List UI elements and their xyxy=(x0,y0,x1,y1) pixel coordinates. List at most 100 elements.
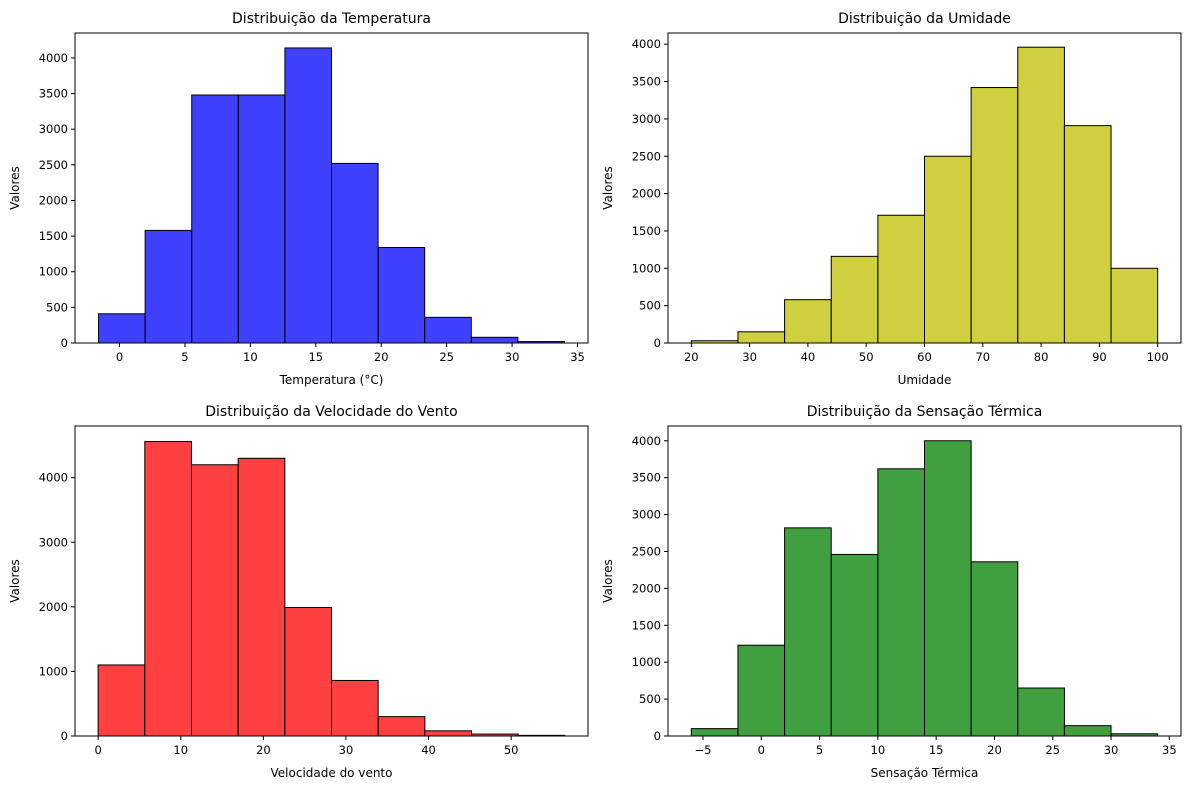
y-tick-label: 0 xyxy=(654,336,661,350)
bar xyxy=(784,527,832,737)
y-axis-label: Valores xyxy=(8,559,22,603)
x-axis-label: Sensação Térmica xyxy=(871,766,979,780)
y-tick-label: 1000 xyxy=(39,664,68,678)
bar xyxy=(331,679,379,737)
x-tick-label: 50 xyxy=(504,743,519,757)
x-tick-label: 40 xyxy=(421,743,436,757)
y-tick-label: 2500 xyxy=(632,544,661,558)
y-tick-label: 3500 xyxy=(632,471,661,485)
y-tick-label: 2500 xyxy=(39,158,68,172)
x-tick-label: 5 xyxy=(181,350,188,364)
x-tick-label: 35 xyxy=(1162,743,1177,757)
x-tick-label: 30 xyxy=(339,743,354,757)
bar xyxy=(970,87,1019,344)
y-tick-label: 4000 xyxy=(632,434,661,448)
x-tick-label: 0 xyxy=(758,743,765,757)
x-tick-label: 35 xyxy=(570,350,585,364)
x-tick-label: 15 xyxy=(308,350,323,364)
chart-title: Distribuição da Temperatura xyxy=(232,11,431,27)
x-tick-label: 5 xyxy=(816,743,823,757)
y-tick-label: 1500 xyxy=(632,224,661,238)
chart-title: Distribuição da Umidade xyxy=(838,11,1011,27)
y-tick-label: 4000 xyxy=(39,51,68,65)
bar xyxy=(284,606,332,737)
bar xyxy=(331,162,379,344)
y-tick-label: 1000 xyxy=(632,655,661,669)
y-tick-label: 0 xyxy=(654,729,661,743)
histogram-panel-3: 0 10 20 30 40 50 0 1000 2000 3000 4000 Distribuição… xyxy=(8,404,589,780)
bar xyxy=(97,664,146,737)
histogram-panel-2: 20 30 40 50 60 70 80 90 100050010001500200025003… xyxy=(601,11,1182,387)
bar xyxy=(830,255,879,344)
x-tick-label: 10 xyxy=(871,743,886,757)
y-tick-label: 3500 xyxy=(39,87,68,101)
x-axis-label: Temperatura (°C) xyxy=(279,373,384,387)
y-axis-label: Valores xyxy=(601,559,615,603)
x-axis-label: Umidade xyxy=(898,373,952,387)
x-tick-label: 100 xyxy=(1147,350,1169,364)
x-tick-label: 80 xyxy=(1034,350,1049,364)
y-tick-label: 2000 xyxy=(39,193,68,207)
axes-frame xyxy=(667,425,1182,737)
y-tick-label: 2500 xyxy=(632,149,661,163)
bar xyxy=(784,299,832,344)
bar xyxy=(690,728,739,737)
y-tick-label: 3000 xyxy=(39,535,68,549)
y-tick-label: 2000 xyxy=(39,600,68,614)
y-tick-label: 2000 xyxy=(632,581,661,595)
y-tick-label: 1000 xyxy=(39,265,68,279)
y-tick-label: 1500 xyxy=(632,618,661,632)
y-tick-label: 0 xyxy=(61,729,68,743)
x-tick-label: 20 xyxy=(987,743,1002,757)
bar xyxy=(924,155,972,344)
x-tick-label: 40 xyxy=(801,350,816,364)
x-tick-label: 70 xyxy=(975,350,990,364)
bar xyxy=(377,247,426,344)
y-tick-label: 1000 xyxy=(632,261,661,275)
x-tick-label: 0 xyxy=(94,743,101,757)
x-tick-label: 90 xyxy=(1092,350,1107,364)
x-tick-label: 30 xyxy=(742,350,757,364)
x-tick-label: 30 xyxy=(1104,743,1119,757)
bar xyxy=(1110,267,1159,344)
chart-title: Distribuição da Sensação Térmica xyxy=(807,404,1043,420)
x-axis-label: Velocidade do vento xyxy=(271,766,393,780)
y-tick-label: 0 xyxy=(61,336,68,350)
bar xyxy=(877,214,926,344)
bar xyxy=(237,94,286,344)
y-tick-label: 3500 xyxy=(632,75,661,89)
bar xyxy=(1063,725,1112,737)
axes-frame xyxy=(74,425,589,737)
y-tick-label: 4000 xyxy=(39,471,68,485)
y-tick-label: 3000 xyxy=(632,112,661,126)
x-tick-label: 20 xyxy=(374,350,389,364)
x-tick-label: 60 xyxy=(917,350,932,364)
y-tick-label: 2000 xyxy=(632,187,661,201)
bar xyxy=(144,441,192,737)
bar xyxy=(237,457,286,737)
bar xyxy=(424,730,473,737)
bar xyxy=(98,313,146,344)
y-tick-label: 4000 xyxy=(632,37,661,51)
x-tick-label: 25 xyxy=(1045,743,1060,757)
bar xyxy=(190,464,239,737)
x-tick-label: 30 xyxy=(505,350,520,364)
bar xyxy=(470,336,519,344)
x-tick-label: 10 xyxy=(243,350,258,364)
bar xyxy=(1017,687,1065,737)
x-tick-label: 10 xyxy=(173,743,188,757)
bar xyxy=(877,468,926,737)
histogram-panel-4: −5 0 5 10 15 20 25 30 35 0 500 1000 1500 2000 2500 3000… xyxy=(601,404,1182,780)
bar xyxy=(1063,125,1112,344)
chart-title: Distribuição da Velocidade do Vento xyxy=(205,404,457,420)
bar xyxy=(970,561,1019,737)
x-tick-label: 50 xyxy=(859,350,874,364)
x-tick-label: 0 xyxy=(116,350,123,364)
histogram-panel-1: 0 5 10 15 20 25 30 35 0 500 1000 1500 2000 2500 3000 35… xyxy=(8,11,589,387)
y-axis-label: Valores xyxy=(601,166,615,210)
x-tick-label: 20 xyxy=(684,350,699,364)
y-tick-label: 500 xyxy=(639,299,661,313)
bar xyxy=(424,316,472,344)
bar xyxy=(284,47,332,344)
